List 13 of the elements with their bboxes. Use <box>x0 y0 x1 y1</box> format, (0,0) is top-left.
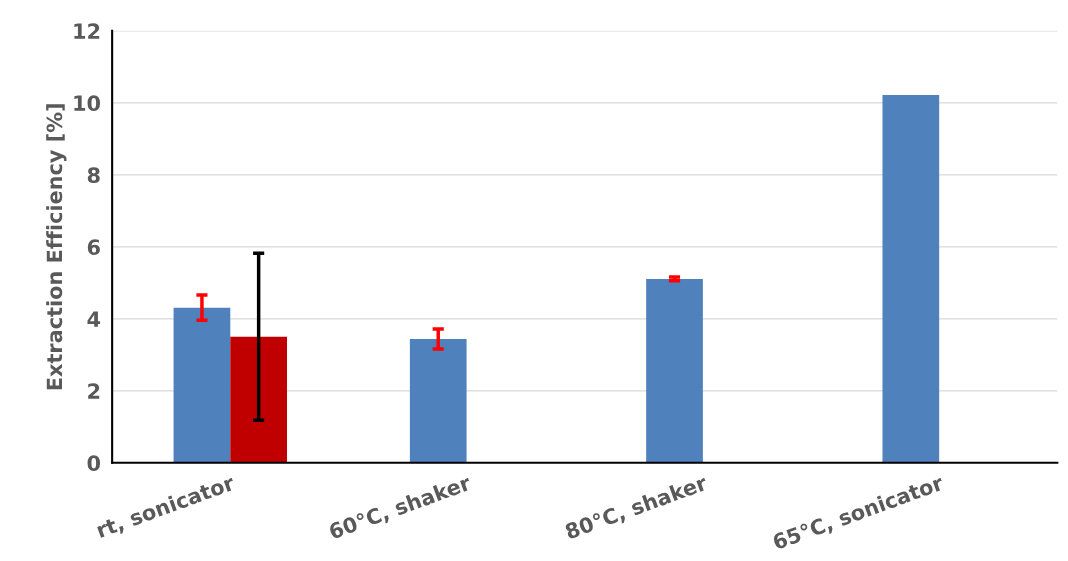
bar <box>646 278 703 463</box>
y-tick-label: 4 <box>87 311 101 327</box>
y-tick-label: 12 <box>74 23 100 39</box>
bar <box>173 307 231 463</box>
bar <box>882 94 940 463</box>
y-tick-label: 2 <box>88 383 100 399</box>
y-tick-label: 6 <box>87 239 100 256</box>
bar <box>409 338 467 463</box>
y-tick-label: 10 <box>74 95 101 112</box>
y-tick-label: 0 <box>87 455 101 472</box>
bar <box>230 336 287 463</box>
y-tick-label: 8 <box>87 167 100 184</box>
y-axis-title: Extraction Efficiency [%] <box>46 104 67 390</box>
